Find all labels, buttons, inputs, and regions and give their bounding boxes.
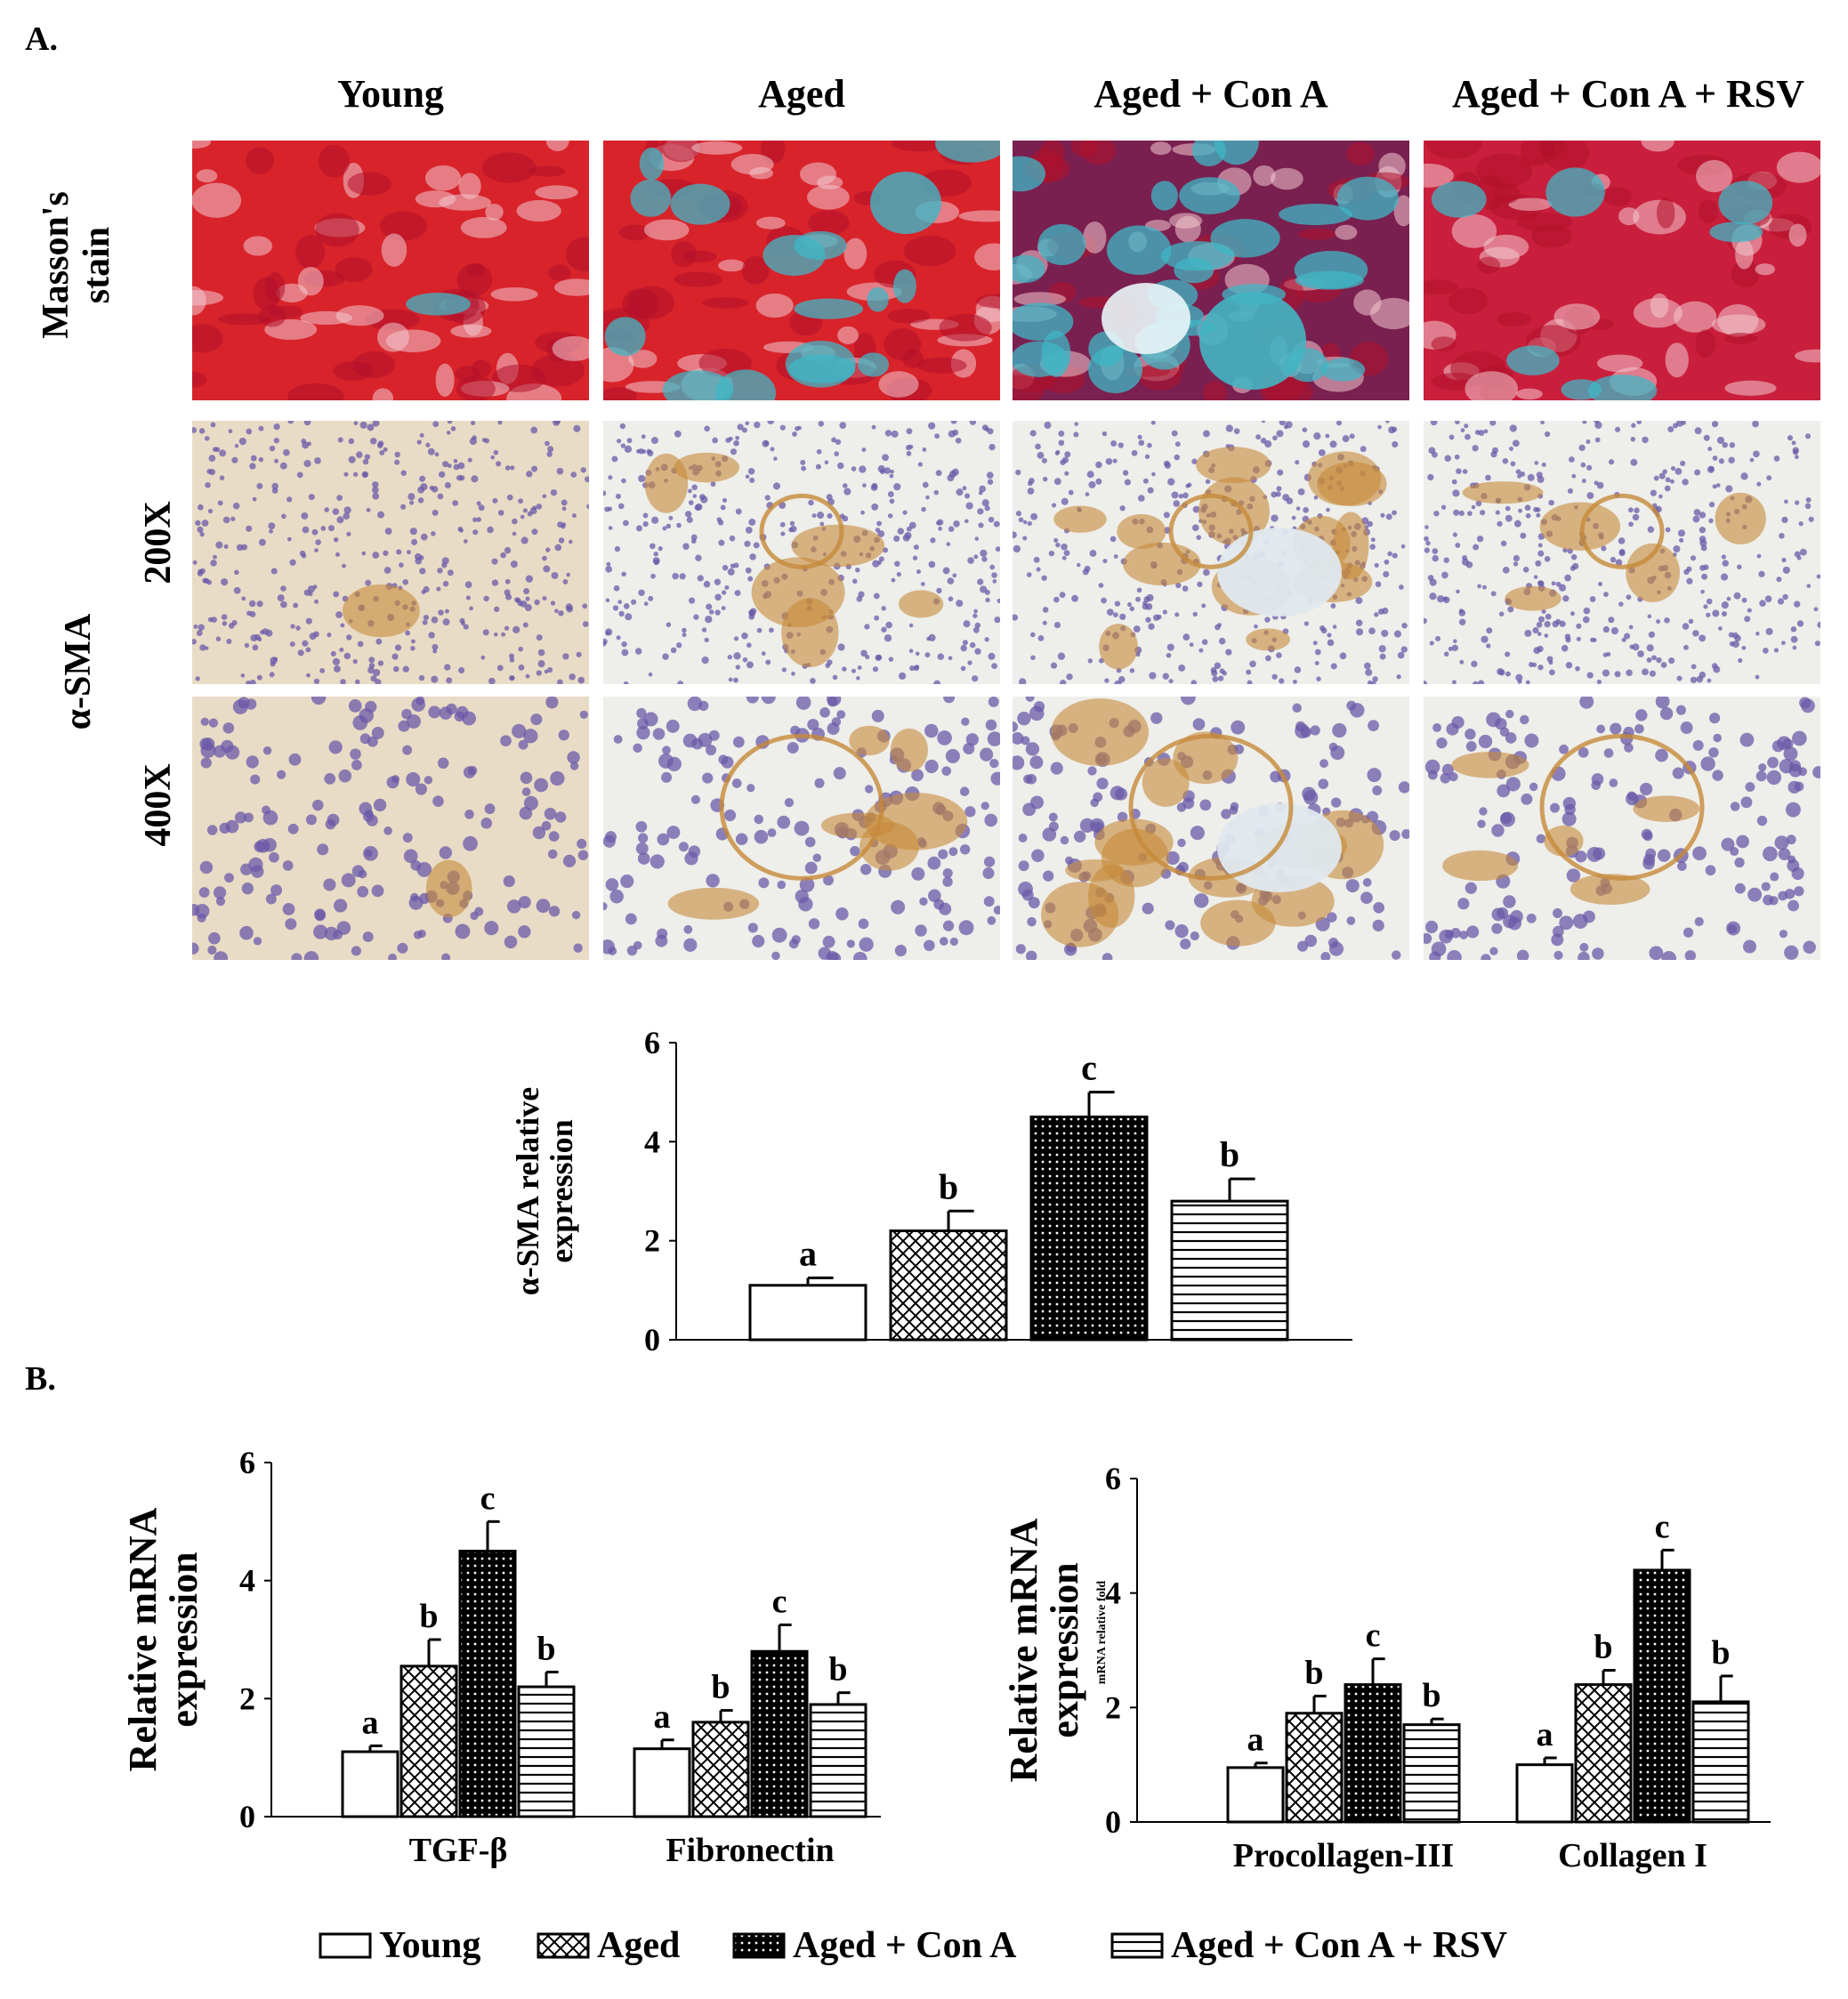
legend-item-hlines: Aged + Con A + RSV	[1110, 1925, 1507, 1966]
bar	[1515, 1763, 1574, 1824]
y-tick-label: 0	[644, 1322, 660, 1358]
y-tick-label: 4	[239, 1563, 255, 1599]
bar	[1402, 1723, 1461, 1824]
mrna-chart-right: Relative mRNAexpression mRNA relative fol…	[1002, 1461, 1771, 1874]
bar	[458, 1550, 517, 1818]
significance-label: c	[1081, 1048, 1097, 1088]
bar	[341, 1750, 399, 1818]
micrograph-masson-aged-cona	[1013, 141, 1409, 400]
column-header-aged-cona: Aged + Con A	[1093, 72, 1328, 116]
micrograph-ihc200-aged-cona-rsv	[1424, 421, 1820, 684]
y-axis-label: Relative mRNAexpression	[121, 1507, 206, 1771]
panel-a-label: A.	[25, 20, 58, 58]
y-axis-label: α-SMA relativeexpression	[510, 1087, 579, 1295]
significance-label: b	[537, 1630, 555, 1667]
category-label: Fibronectin	[666, 1832, 834, 1869]
significance-label: a	[654, 1698, 671, 1736]
legend-label: Aged + Con A	[793, 1925, 1017, 1966]
category-label: Collagen I	[1558, 1837, 1707, 1874]
row-label-alpha-sma: α-SMA	[58, 613, 99, 730]
bar	[1170, 1199, 1289, 1342]
bar	[517, 1685, 576, 1818]
legend-label: Aged	[597, 1925, 680, 1966]
significance-label: b	[1304, 1654, 1323, 1691]
legend: Young Aged Aged + Con A Aged + Con A + RSV	[319, 1925, 1507, 1966]
micrograph-masson-aged	[603, 141, 1000, 400]
y-tick-label: 6	[1105, 1461, 1121, 1496]
micrograph-ihc400-aged-cona	[1013, 697, 1409, 960]
mrna-chart-left: Relative mRNAexpression 0 2 4 6 a b c b TGF-β a b c b…	[121, 1445, 881, 1869]
row-label-200x: 200X	[138, 501, 179, 584]
y-tick-label: 2	[644, 1223, 660, 1259]
bar	[1344, 1683, 1402, 1824]
significance-label: b	[1594, 1629, 1612, 1666]
significance-label: b	[711, 1669, 730, 1706]
row-label-masson: Masson's stain	[36, 191, 118, 339]
significance-label: c	[772, 1583, 787, 1620]
bar	[809, 1703, 868, 1818]
significance-label: b	[828, 1651, 847, 1689]
bar	[889, 1229, 1008, 1342]
bar	[1226, 1766, 1285, 1824]
bar	[1633, 1568, 1691, 1824]
bar	[750, 1649, 809, 1818]
micrograph-ihc200-young	[192, 421, 589, 684]
bar	[748, 1284, 868, 1342]
bar	[691, 1721, 750, 1818]
micrograph-masson-young	[192, 141, 589, 400]
micrograph-ihc200-aged-cona	[1013, 421, 1409, 684]
significance-label: c	[480, 1479, 496, 1517]
significance-label: c	[1366, 1617, 1381, 1655]
category-label: TGF-β	[409, 1832, 508, 1869]
legend-label: Aged + Con A + RSV	[1171, 1925, 1507, 1966]
row-label-400x: 400X	[138, 763, 179, 847]
significance-label: c	[1655, 1508, 1670, 1545]
bar	[1285, 1712, 1344, 1824]
column-header-young: Young	[337, 72, 444, 116]
y-tick-label: 0	[1105, 1804, 1121, 1840]
y-axis-label: Relative mRNAexpression	[1002, 1518, 1086, 1782]
legend-swatch	[1110, 1932, 1164, 1959]
significance-label: a	[362, 1704, 379, 1741]
micrograph-ihc400-young	[192, 697, 589, 960]
significance-label: a	[799, 1233, 817, 1273]
y-tick-label: 4	[1105, 1576, 1121, 1611]
legend-label: Young	[379, 1925, 480, 1966]
category-label: Procollagen-III	[1233, 1837, 1454, 1874]
y-tick-label: 6	[239, 1445, 255, 1480]
micrograph-masson-aged-cona-rsv	[1424, 141, 1820, 400]
significance-label: b	[939, 1166, 958, 1206]
sma-quantification-chart: α-SMA relativeexpression 0 2 4 6 a b c b	[510, 1025, 1352, 1358]
micrograph-ihc200-aged	[603, 421, 1000, 684]
significance-label: b	[1422, 1677, 1440, 1714]
y-tick-label: 2	[1105, 1689, 1121, 1725]
legend-item-dots: Aged + Con A	[732, 1925, 1017, 1966]
micrograph-ihc400-aged	[603, 697, 1000, 960]
y-tick-label: 6	[644, 1025, 660, 1060]
significance-label: a	[1247, 1721, 1264, 1759]
legend-swatch	[732, 1932, 786, 1959]
bar	[399, 1664, 458, 1818]
y-tick-label: 0	[239, 1799, 255, 1834]
legend-item-crosshatch: Aged	[537, 1925, 680, 1966]
bar	[1574, 1683, 1633, 1824]
significance-label: b	[419, 1598, 438, 1635]
column-header-aged: Aged	[758, 72, 845, 116]
micrograph-ihc400-aged-cona-rsv	[1424, 697, 1820, 960]
column-header-aged-cona-rsv: Aged + Con A + RSV	[1451, 72, 1805, 116]
bar	[1691, 1700, 1750, 1824]
significance-label: a	[1537, 1716, 1553, 1753]
y-axis-sublabel: mRNA relative fold	[1095, 1581, 1109, 1685]
significance-label: b	[1220, 1134, 1239, 1174]
bar	[1029, 1116, 1149, 1342]
bar	[633, 1747, 691, 1818]
y-tick-label: 4	[644, 1124, 660, 1159]
panel-b-label: B.	[25, 1360, 56, 1398]
legend-item-white: Young	[319, 1925, 480, 1966]
significance-label: b	[1711, 1634, 1730, 1672]
legend-swatch	[319, 1932, 372, 1959]
y-tick-label: 2	[239, 1681, 255, 1716]
legend-swatch	[537, 1932, 590, 1959]
